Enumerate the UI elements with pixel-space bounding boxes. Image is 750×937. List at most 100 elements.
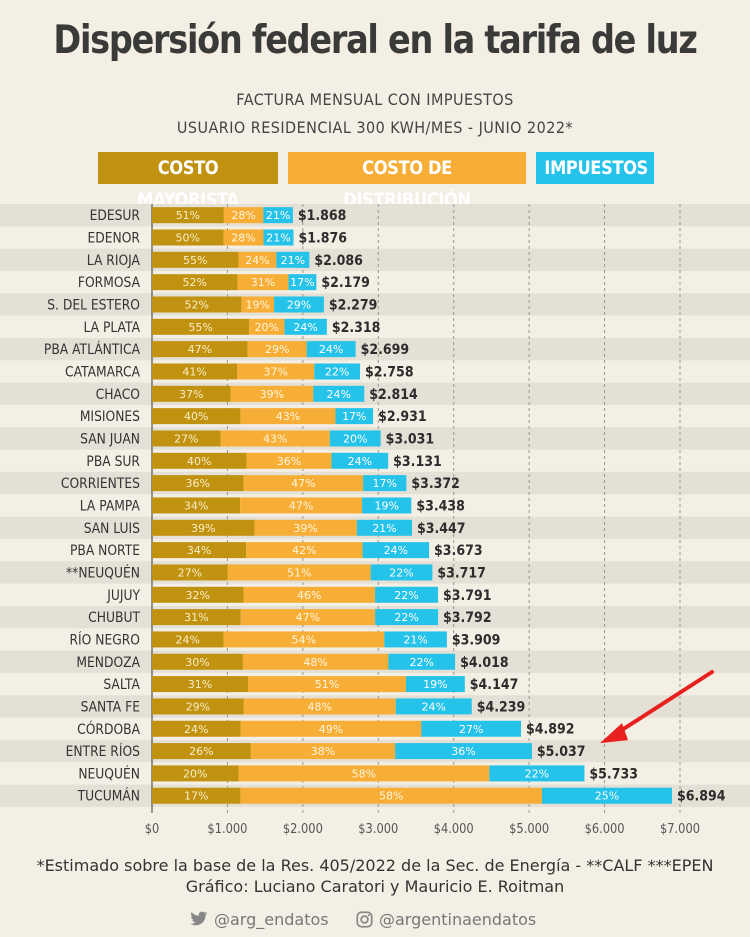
segment-percent-label: 32% xyxy=(186,589,210,602)
bar-segment xyxy=(152,564,228,581)
bar-segment xyxy=(223,229,264,246)
bar-segment xyxy=(331,452,389,469)
segment-percent-label: 26% xyxy=(189,745,213,758)
total-label: $2.758 xyxy=(365,365,414,381)
bar-segment xyxy=(152,720,241,737)
total-label: $4.239 xyxy=(477,700,526,716)
category-label: PBA ATLÁNTICA xyxy=(44,339,140,358)
category-label: MISIONES xyxy=(80,409,140,425)
segment-percent-label: 17% xyxy=(342,410,366,423)
bar-segment xyxy=(249,318,285,335)
bar-segment xyxy=(254,519,357,536)
bar-segment xyxy=(243,698,396,715)
segment-percent-label: 41% xyxy=(182,365,206,378)
twitter-handle[interactable]: @arg_endatos xyxy=(214,909,329,929)
segment-percent-label: 48% xyxy=(303,656,327,669)
segment-percent-label: 24% xyxy=(293,321,317,334)
segment-percent-label: 27% xyxy=(174,432,198,445)
segment-percent-label: 28% xyxy=(231,209,255,222)
segment-percent-label: 24% xyxy=(384,544,408,557)
bar-segment xyxy=(152,787,241,804)
bar-segment xyxy=(240,408,336,425)
segment-percent-label: 21% xyxy=(281,254,305,267)
segment-percent-label: 17% xyxy=(290,276,314,289)
footnote: *Estimado sobre la base de la Res. 405/2… xyxy=(36,856,714,875)
bar-segment xyxy=(240,787,543,804)
highlight-arrow-shaft xyxy=(612,670,714,738)
bar-segment xyxy=(542,787,673,804)
segment-percent-label: 36% xyxy=(186,477,210,490)
bar-segment xyxy=(237,274,289,291)
x-tick-label: $5.000 xyxy=(509,821,549,836)
chart-subtitle-1: FACTURA MENSUAL CON IMPUESTOS xyxy=(236,90,514,109)
instagram-icon xyxy=(356,910,373,928)
segment-percent-label: 20% xyxy=(343,432,367,445)
bar-segment xyxy=(152,519,255,536)
bar-segment xyxy=(241,296,275,313)
segment-percent-label: 36% xyxy=(277,455,301,468)
segment-percent-label: 39% xyxy=(293,522,317,535)
bar-segment xyxy=(237,363,315,380)
bar-segment xyxy=(152,430,221,447)
category-label: SAN LUIS xyxy=(84,521,140,537)
segment-percent-label: 29% xyxy=(265,343,289,356)
total-label: $3.791 xyxy=(443,588,492,604)
segment-percent-label: 24% xyxy=(184,723,208,736)
bar-segment xyxy=(242,653,389,670)
category-label: LA PLATA xyxy=(84,320,140,336)
total-label: $2.086 xyxy=(314,253,363,269)
total-label: $4.892 xyxy=(526,722,575,738)
segment-percent-label: 47% xyxy=(291,477,315,490)
total-label: $3.438 xyxy=(416,499,465,515)
segment-percent-label: 43% xyxy=(276,410,300,423)
segment-percent-label: 37% xyxy=(179,388,203,401)
bar-segment xyxy=(288,274,317,291)
total-label: $1.876 xyxy=(299,231,348,247)
total-label: $3.717 xyxy=(437,566,486,582)
legend: COSTO MAYORISTA COSTO DE DISTRIBUCIÓN IM… xyxy=(0,152,750,211)
total-label: $3.131 xyxy=(393,454,442,470)
bar-segment xyxy=(152,385,231,402)
segment-percent-label: 55% xyxy=(188,321,212,334)
segment-percent-label: 19% xyxy=(374,499,398,512)
segment-percent-label: 24% xyxy=(327,388,351,401)
category-label: PBA SUR xyxy=(86,454,140,470)
bar-segment xyxy=(329,430,381,447)
bar-segment xyxy=(362,497,412,514)
bar-segment xyxy=(152,296,242,313)
bar-segment xyxy=(152,609,241,626)
total-label: $3.792 xyxy=(443,611,492,627)
bar-segment xyxy=(152,408,241,425)
category-label: RÍO NEGRO xyxy=(69,630,140,649)
segment-percent-label: 58% xyxy=(352,767,376,780)
bar-segment xyxy=(489,765,585,782)
category-label: JUJUY xyxy=(106,588,141,604)
bar-segment xyxy=(152,743,251,760)
segment-percent-label: 22% xyxy=(394,611,418,624)
total-label: $2.179 xyxy=(321,276,370,292)
category-label: CÓRDOBA xyxy=(77,719,140,738)
instagram-handle[interactable]: @argentinaendatos xyxy=(379,909,537,929)
bar-segment xyxy=(152,341,248,358)
x-tick-label: $2.000 xyxy=(283,821,323,836)
category-label: EDENOR xyxy=(88,231,140,247)
segment-percent-label: 39% xyxy=(191,522,215,535)
bar-segment xyxy=(227,564,371,581)
bar-segment xyxy=(250,743,396,760)
segment-percent-label: 24% xyxy=(422,700,446,713)
segment-percent-label: 52% xyxy=(184,298,208,311)
bar-segment xyxy=(314,363,361,380)
category-label: SAN JUAN xyxy=(80,432,140,448)
total-label: $3.447 xyxy=(417,521,466,537)
segment-percent-label: 20% xyxy=(255,321,279,334)
segment-percent-label: 31% xyxy=(184,611,208,624)
segment-percent-label: 21% xyxy=(266,231,290,244)
segment-percent-label: 55% xyxy=(183,254,207,267)
bar-segment xyxy=(152,497,241,514)
bar-segment xyxy=(152,274,238,291)
legend-mayorista: COSTO MAYORISTA xyxy=(98,152,278,211)
segment-percent-label: 25% xyxy=(595,790,619,803)
bar-segment xyxy=(152,653,243,670)
stacked-bar-chart: EDESUR 51% 28% 21% $1.868 EDENOR 50% 28% 21% $1.8… xyxy=(0,204,750,836)
bar-segment xyxy=(240,497,363,514)
